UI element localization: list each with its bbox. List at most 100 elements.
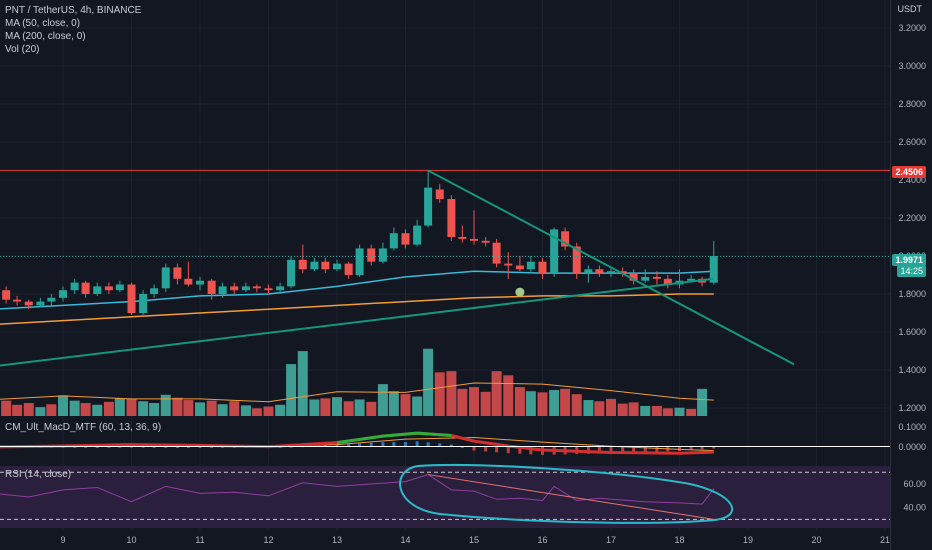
drawings[interactable] xyxy=(0,169,890,367)
chart-title[interactable]: PNT / TetherUS, 4h, BINANCE xyxy=(5,5,142,16)
macd-histogram-bar xyxy=(621,447,625,453)
volume-bar xyxy=(674,407,685,416)
candle-body xyxy=(70,282,79,291)
volume-bar xyxy=(160,394,171,416)
rsi-background xyxy=(0,466,890,528)
candle-body xyxy=(218,286,227,294)
volume-bar xyxy=(503,375,514,416)
candle-body xyxy=(401,233,410,245)
time-tick-label: 17 xyxy=(606,535,616,545)
candle-body xyxy=(287,259,296,287)
volume-bar xyxy=(12,404,23,416)
candle-body xyxy=(252,286,261,289)
rsi-trendline xyxy=(428,474,714,520)
candle-body xyxy=(515,265,524,270)
candle-body xyxy=(607,271,615,274)
price-tick-label: 2.4000 xyxy=(898,175,926,185)
candle-body xyxy=(24,301,33,306)
time-tick-label: 16 xyxy=(537,535,547,545)
volume-bar xyxy=(662,408,673,416)
time-tick-label: 19 xyxy=(743,535,753,545)
volume-bar xyxy=(697,388,708,416)
volume-bars xyxy=(1,348,708,416)
volume-bar xyxy=(525,391,536,416)
macd-histogram-bar xyxy=(141,446,145,448)
price-tick-label: 1.2000 xyxy=(898,403,926,413)
volume-bar xyxy=(434,372,445,416)
candle-body xyxy=(504,263,513,266)
candle-body xyxy=(435,189,444,199)
macd-histogram-bar xyxy=(597,447,601,454)
candle-body xyxy=(550,229,559,274)
volume-bar xyxy=(309,399,320,416)
legend: PNT / TetherUS, 4h, BINANCE MA (50, clos… xyxy=(5,4,141,56)
rsi-tick-label: 40.00 xyxy=(903,503,926,513)
candle-body xyxy=(424,187,433,226)
volume-ma xyxy=(0,382,714,403)
volume-bar xyxy=(423,348,434,416)
macd-histogram-bar xyxy=(164,446,168,448)
rsi-tick-label: 60.00 xyxy=(903,479,926,489)
candle-body xyxy=(652,276,661,279)
macd-histogram-bar xyxy=(643,447,647,453)
rsi-label[interactable]: RSI (14, close) xyxy=(5,469,72,480)
volume-bar xyxy=(400,394,411,416)
macd-label[interactable]: CM_Ult_MacD_MTF (60, 13, 36, 9) xyxy=(5,422,162,433)
volume-bar xyxy=(80,403,91,416)
volume-bar xyxy=(457,388,468,416)
volume-bar xyxy=(686,408,697,416)
volume-bar xyxy=(560,388,571,416)
volume-bar xyxy=(354,399,365,416)
volume-bar xyxy=(514,387,525,416)
volume-label[interactable]: Vol (20) xyxy=(5,44,40,55)
macd-histogram-bar xyxy=(506,447,510,454)
macd-histogram-bar xyxy=(518,447,522,454)
candle-body xyxy=(276,286,285,291)
downtrend-line xyxy=(427,169,795,366)
candle-body xyxy=(618,271,627,274)
ma50-label[interactable]: MA (50, close, 0) xyxy=(5,18,81,29)
macd-histogram-bar xyxy=(712,447,716,449)
macd-histogram-bar xyxy=(347,444,351,447)
resistance-price-tag: 2.4506 xyxy=(892,166,926,178)
candle-body xyxy=(13,299,22,302)
volume-bar xyxy=(537,392,548,416)
volume-bar xyxy=(263,406,274,416)
candle-body xyxy=(526,261,535,270)
volume-bar xyxy=(251,408,262,416)
macd-histogram-bar xyxy=(84,447,88,448)
volume-bar xyxy=(114,398,125,416)
candle-body xyxy=(595,269,604,274)
macd-histogram-bar xyxy=(186,447,190,448)
macd-histogram-bar xyxy=(152,446,156,448)
price-tick-label: 2.2000 xyxy=(898,213,926,223)
price-tick-label: 2.8000 xyxy=(898,99,926,109)
candle-body xyxy=(298,259,307,270)
countdown-tag: 14:25 xyxy=(897,265,926,277)
volume-bar xyxy=(23,403,34,416)
moving-averages xyxy=(0,270,714,325)
candle-body xyxy=(481,240,490,243)
candle-body xyxy=(458,237,467,239)
candles[interactable] xyxy=(0,170,718,315)
volume-bar xyxy=(343,401,354,416)
ma200-label[interactable]: MA (200, close, 0) xyxy=(5,31,86,42)
macd-histogram-bar xyxy=(73,447,77,448)
candle-body xyxy=(663,278,672,285)
candle-body xyxy=(641,276,650,281)
price-axis: 3.20003.00002.80002.60002.40002.20002.00… xyxy=(898,23,926,413)
grid xyxy=(0,0,890,530)
volume-bar xyxy=(286,364,297,416)
time-tick-label: 11 xyxy=(195,535,204,545)
time-tick-label: 15 xyxy=(469,535,479,545)
candle-body xyxy=(367,248,376,262)
volume-bar xyxy=(583,400,594,416)
macd-histogram-bar xyxy=(529,447,533,455)
volume-bar xyxy=(149,403,160,416)
rsi-pane: 60.00 40.00 xyxy=(0,463,926,524)
macd-histogram-bar xyxy=(369,442,373,447)
volume-bar xyxy=(446,371,457,416)
marker-dot xyxy=(515,287,525,297)
macd-histogram-bar xyxy=(609,447,613,454)
